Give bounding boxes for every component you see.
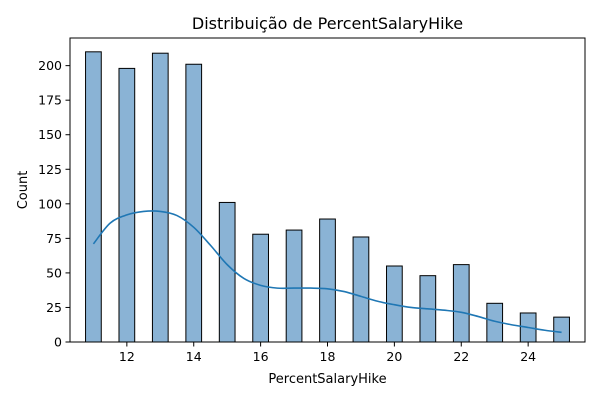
y-tick-label: 175: [38, 93, 62, 108]
y-tick-label: 150: [38, 127, 62, 142]
histogram-bar: [285, 229, 303, 343]
chart-title: Distribuição de PercentSalaryHike: [192, 14, 463, 33]
x-tick-label: 22: [453, 349, 469, 364]
kde-line: [92, 210, 562, 334]
histogram-bar: [118, 67, 136, 343]
x-tick-label: 14: [186, 349, 202, 364]
histogram-bar: [452, 264, 470, 343]
histogram-bar: [352, 236, 370, 343]
histogram-bar: [553, 316, 570, 343]
y-axis-label: Count: [16, 171, 31, 210]
histogram-bar: [85, 51, 102, 343]
x-axis-label: PercentSalaryHike: [268, 372, 386, 387]
y-tick-label: 0: [54, 335, 62, 350]
histogram-bar: [151, 52, 169, 343]
histogram-bar: [252, 233, 269, 343]
y-tick-label: 50: [46, 265, 62, 280]
histogram-bar: [185, 63, 203, 343]
y-tick-label: 200: [38, 58, 62, 73]
x-tick-label: 16: [253, 349, 269, 364]
y-tick-label: 75: [46, 231, 62, 246]
x-tick-label: 24: [520, 349, 536, 364]
y-tick-label: 25: [46, 300, 62, 315]
x-tick-label: 18: [320, 349, 336, 364]
plot-area: 12 14 16 18 20 22 24 0 25 50 75 100 125 150 175 200: [38, 37, 586, 364]
x-tick-label: 12: [119, 349, 135, 364]
histogram-bar: [319, 218, 336, 343]
y-tick-label: 100: [38, 196, 62, 211]
histogram-bar: [218, 201, 236, 343]
y-tick-label: 125: [38, 162, 62, 177]
x-tick-label: 20: [386, 349, 402, 364]
